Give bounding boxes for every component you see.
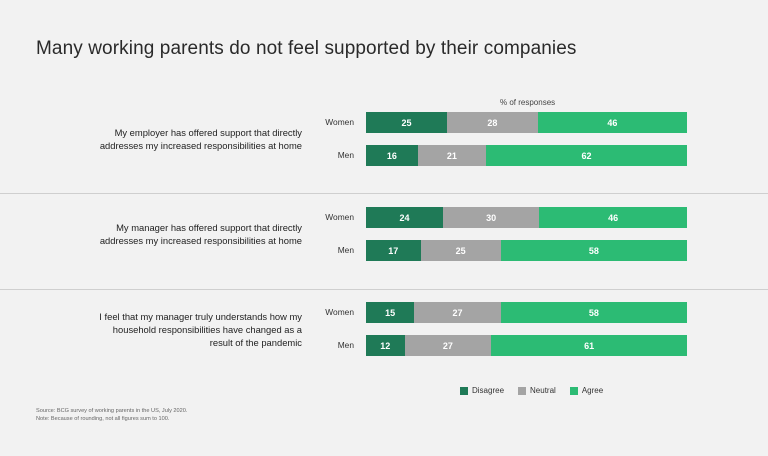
bar-segment-neutral: 25 <box>420 240 501 261</box>
legend-swatch-agree <box>569 386 578 395</box>
question-text: My manager has offered support that dire… <box>80 221 302 247</box>
legend-swatch-disagree <box>460 386 468 395</box>
row-label-men: Men <box>337 340 354 350</box>
stacked-bar: 17 25 58 <box>366 240 687 261</box>
bar-segment-disagree: 16 <box>366 145 418 166</box>
legend: Disagree Neutral Agree <box>460 386 603 395</box>
axis-label: % of responses <box>500 98 556 107</box>
question-line: addresses my increased responsibilities … <box>99 140 302 151</box>
row-label-women: Women <box>325 307 354 317</box>
stacked-bar: 25 28 46 <box>366 112 687 133</box>
question-line: household responsibilities have changed … <box>112 323 302 335</box>
legend-label: Disagree <box>472 386 505 395</box>
stacked-bar: 12 27 61 <box>366 335 687 356</box>
bar-segment-neutral: 28 <box>447 112 538 133</box>
stacked-bar: 15 27 58 <box>366 302 687 323</box>
row-label-men: Men <box>337 245 354 255</box>
bar-segment-agree: 62 <box>485 145 687 166</box>
bar-segment-agree: 58 <box>500 302 687 323</box>
bar-segment-disagree: 12 <box>366 335 405 356</box>
group-divider <box>0 289 768 290</box>
question-text: My employer has offered support that dir… <box>80 126 302 152</box>
row-label-women: Women <box>325 212 354 222</box>
source-line: Source: BCG survey of working parents in… <box>36 408 188 414</box>
question-line: My manager has offered support that dire… <box>116 222 302 233</box>
bar-segment-agree: 46 <box>537 112 687 133</box>
source-note: Source: BCG survey of working parents in… <box>36 408 187 423</box>
legend-item-neutral: Neutral <box>518 386 556 395</box>
group-divider <box>0 193 768 194</box>
stacked-bar: 24 30 46 <box>366 207 687 228</box>
legend-item-disagree: Disagree <box>460 386 504 395</box>
row-label-women: Women <box>325 117 354 127</box>
legend-label: Agree <box>581 386 604 395</box>
question-line: I feel that my manager truly understands… <box>99 310 302 322</box>
legend-label: Neutral <box>530 386 556 395</box>
legend-item-agree: Agree <box>569 386 604 395</box>
chart-title: Many working parents do not feel support… <box>36 38 577 59</box>
stacked-bar: 16 21 62 <box>366 145 687 166</box>
question-line: My employer has offered support that dir… <box>114 127 302 138</box>
bar-segment-agree: 58 <box>500 240 687 261</box>
question-line: addresses my increased responsibilities … <box>99 235 302 246</box>
legend-swatch-neutral <box>518 386 527 395</box>
row-label-men: Men <box>337 150 354 160</box>
bar-segment-disagree: 17 <box>366 240 421 261</box>
bar-segment-neutral: 30 <box>443 207 540 228</box>
question-text: I feel that my manager truly understands… <box>80 310 302 349</box>
bar-segment-neutral: 27 <box>404 335 492 356</box>
bar-segment-neutral: 21 <box>417 145 486 166</box>
bar-segment-neutral: 27 <box>414 302 501 323</box>
bar-segment-agree: 61 <box>491 335 687 356</box>
question-line: result of the pandemic <box>209 336 302 348</box>
bar-segment-disagree: 24 <box>366 207 444 228</box>
note-line: Note: Because of rounding, not all figur… <box>36 415 170 422</box>
bar-segment-disagree: 15 <box>366 302 415 323</box>
bar-segment-agree: 46 <box>539 207 687 228</box>
bar-segment-disagree: 25 <box>366 112 448 133</box>
